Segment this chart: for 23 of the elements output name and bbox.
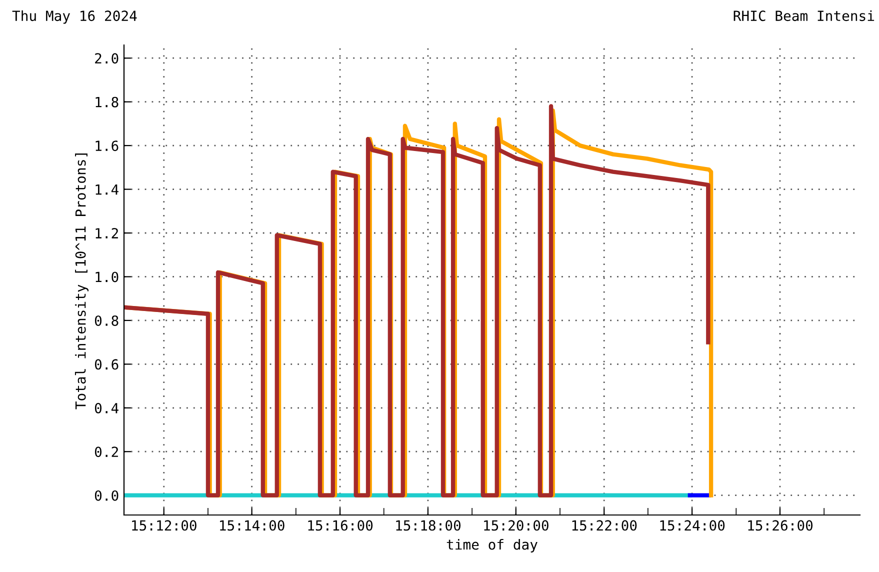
chart-title: RHIC Beam Intensi [734, 10, 874, 22]
y-tick-label: 1.2 [96, 228, 118, 238]
x-tick-label: 15:24:00 [660, 520, 725, 531]
y-tick-label: 1.8 [96, 96, 118, 108]
x-tick-label: 15:20:00 [484, 520, 548, 531]
chart-subtitle: Thu May 16 2024 [12, 10, 137, 24]
x-tick-label: 15:22:00 [572, 520, 637, 531]
y-tick-label: 0.0 [94, 490, 118, 501]
y-axis-title: Total intensity [10^11 Protons] [74, 154, 88, 410]
x-tick-label: 15:16:00 [308, 520, 373, 531]
x-tick-label: 15:26:00 [748, 520, 813, 531]
x-tick-label: 15:12:00 [132, 520, 196, 531]
x-tick-label: 15:14:00 [220, 520, 284, 531]
y-tick-label: 1.0 [96, 272, 118, 282]
y-tick-label: 0.8 [94, 315, 118, 326]
y-tick-label: 0.4 [94, 402, 118, 414]
y-tick-label: 1.6 [96, 140, 118, 152]
x-tick-label: 15:18:00 [396, 520, 461, 531]
y-tick-label: 0.6 [94, 359, 118, 370]
y-tick-label: 0.2 [94, 446, 118, 458]
y-tick-label: 1.4 [96, 184, 118, 195]
x-axis-title: time of day [446, 539, 538, 552]
y-tick-label: 2.0 [95, 53, 118, 64]
